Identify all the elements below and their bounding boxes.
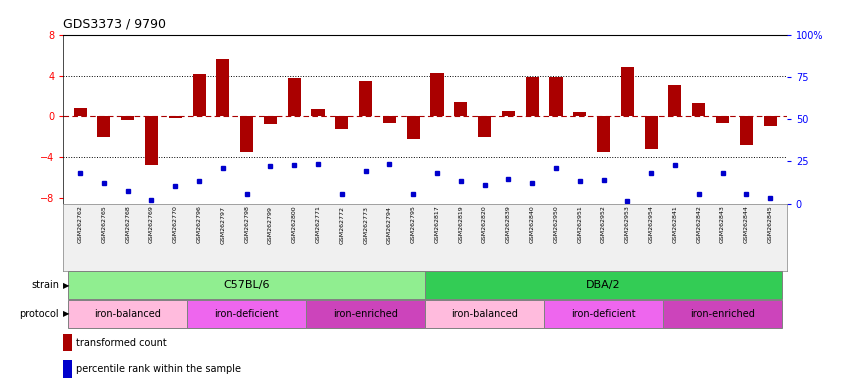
- Bar: [425, 300, 544, 328]
- Bar: [621, 67, 634, 116]
- Text: C57BL/6: C57BL/6: [223, 280, 270, 290]
- Bar: [544, 300, 663, 328]
- Text: GSM262768: GSM262768: [125, 205, 130, 243]
- Bar: [645, 116, 657, 149]
- Text: strain: strain: [31, 280, 59, 290]
- Text: GSM262954: GSM262954: [649, 205, 654, 243]
- Bar: [193, 74, 206, 116]
- Text: GSM262799: GSM262799: [268, 205, 273, 243]
- Text: protocol: protocol: [19, 309, 59, 319]
- Text: ▶: ▶: [63, 281, 69, 290]
- Text: iron-balanced: iron-balanced: [451, 309, 518, 319]
- Bar: [597, 116, 610, 152]
- Text: iron-enriched: iron-enriched: [333, 309, 398, 319]
- Bar: [121, 116, 135, 119]
- Bar: [264, 116, 277, 124]
- Text: GSM262843: GSM262843: [720, 205, 725, 243]
- Bar: [335, 116, 349, 129]
- Bar: [431, 73, 443, 116]
- Text: GSM262841: GSM262841: [673, 205, 678, 243]
- Text: GSM262950: GSM262950: [553, 205, 558, 243]
- Bar: [69, 300, 187, 328]
- Text: GSM262819: GSM262819: [459, 205, 464, 243]
- Text: GSM262769: GSM262769: [149, 205, 154, 243]
- Text: GSM262765: GSM262765: [102, 205, 107, 243]
- Bar: [454, 102, 467, 116]
- Bar: [764, 116, 777, 126]
- Text: GSM262951: GSM262951: [577, 205, 582, 243]
- Bar: [74, 108, 86, 116]
- Bar: [663, 300, 782, 328]
- Bar: [187, 300, 306, 328]
- Text: GSM262840: GSM262840: [530, 205, 535, 243]
- Bar: [574, 113, 586, 116]
- Bar: [407, 116, 420, 139]
- Bar: [739, 116, 753, 145]
- Bar: [425, 271, 782, 299]
- Text: transformed count: transformed count: [76, 338, 167, 348]
- Text: GSM262953: GSM262953: [625, 205, 630, 243]
- Text: GSM262800: GSM262800: [292, 205, 297, 243]
- Bar: [692, 103, 706, 116]
- Text: iron-deficient: iron-deficient: [571, 309, 636, 319]
- Text: GSM262795: GSM262795: [410, 205, 415, 243]
- Bar: [502, 111, 515, 116]
- Text: GSM262817: GSM262817: [435, 205, 440, 243]
- Bar: [63, 334, 73, 351]
- Text: GSM262797: GSM262797: [220, 205, 225, 243]
- Text: GSM262796: GSM262796: [196, 205, 201, 243]
- Text: GSM262773: GSM262773: [363, 205, 368, 243]
- Text: GSM262839: GSM262839: [506, 205, 511, 243]
- Bar: [549, 76, 563, 116]
- Bar: [69, 271, 425, 299]
- Text: GSM262798: GSM262798: [244, 205, 250, 243]
- Bar: [97, 116, 111, 137]
- Bar: [359, 81, 372, 116]
- Bar: [63, 360, 73, 378]
- Bar: [668, 85, 682, 116]
- Text: iron-enriched: iron-enriched: [690, 309, 755, 319]
- Bar: [145, 116, 158, 165]
- Bar: [311, 109, 325, 116]
- Bar: [306, 300, 425, 328]
- Bar: [168, 116, 182, 118]
- Text: GSM262845: GSM262845: [767, 205, 772, 243]
- Bar: [525, 76, 539, 116]
- Text: GSM262772: GSM262772: [339, 205, 344, 243]
- Text: percentile rank within the sample: percentile rank within the sample: [76, 364, 241, 374]
- Bar: [240, 116, 253, 152]
- Text: GSM262844: GSM262844: [744, 205, 749, 243]
- Text: DBA/2: DBA/2: [586, 280, 621, 290]
- Text: GSM262842: GSM262842: [696, 205, 701, 243]
- Bar: [478, 116, 492, 137]
- Bar: [383, 116, 396, 122]
- Text: iron-balanced: iron-balanced: [94, 309, 161, 319]
- Text: GSM262771: GSM262771: [316, 205, 321, 243]
- Text: ▶: ▶: [63, 310, 69, 318]
- Bar: [288, 78, 301, 116]
- Text: GSM262952: GSM262952: [601, 205, 606, 243]
- Text: GSM262820: GSM262820: [482, 205, 487, 243]
- Bar: [217, 59, 229, 116]
- Text: iron-deficient: iron-deficient: [214, 309, 279, 319]
- Text: GDS3373 / 9790: GDS3373 / 9790: [63, 18, 167, 31]
- Text: GSM262762: GSM262762: [78, 205, 83, 243]
- Text: GSM262770: GSM262770: [173, 205, 178, 243]
- Bar: [716, 116, 729, 122]
- Text: GSM262794: GSM262794: [387, 205, 392, 243]
